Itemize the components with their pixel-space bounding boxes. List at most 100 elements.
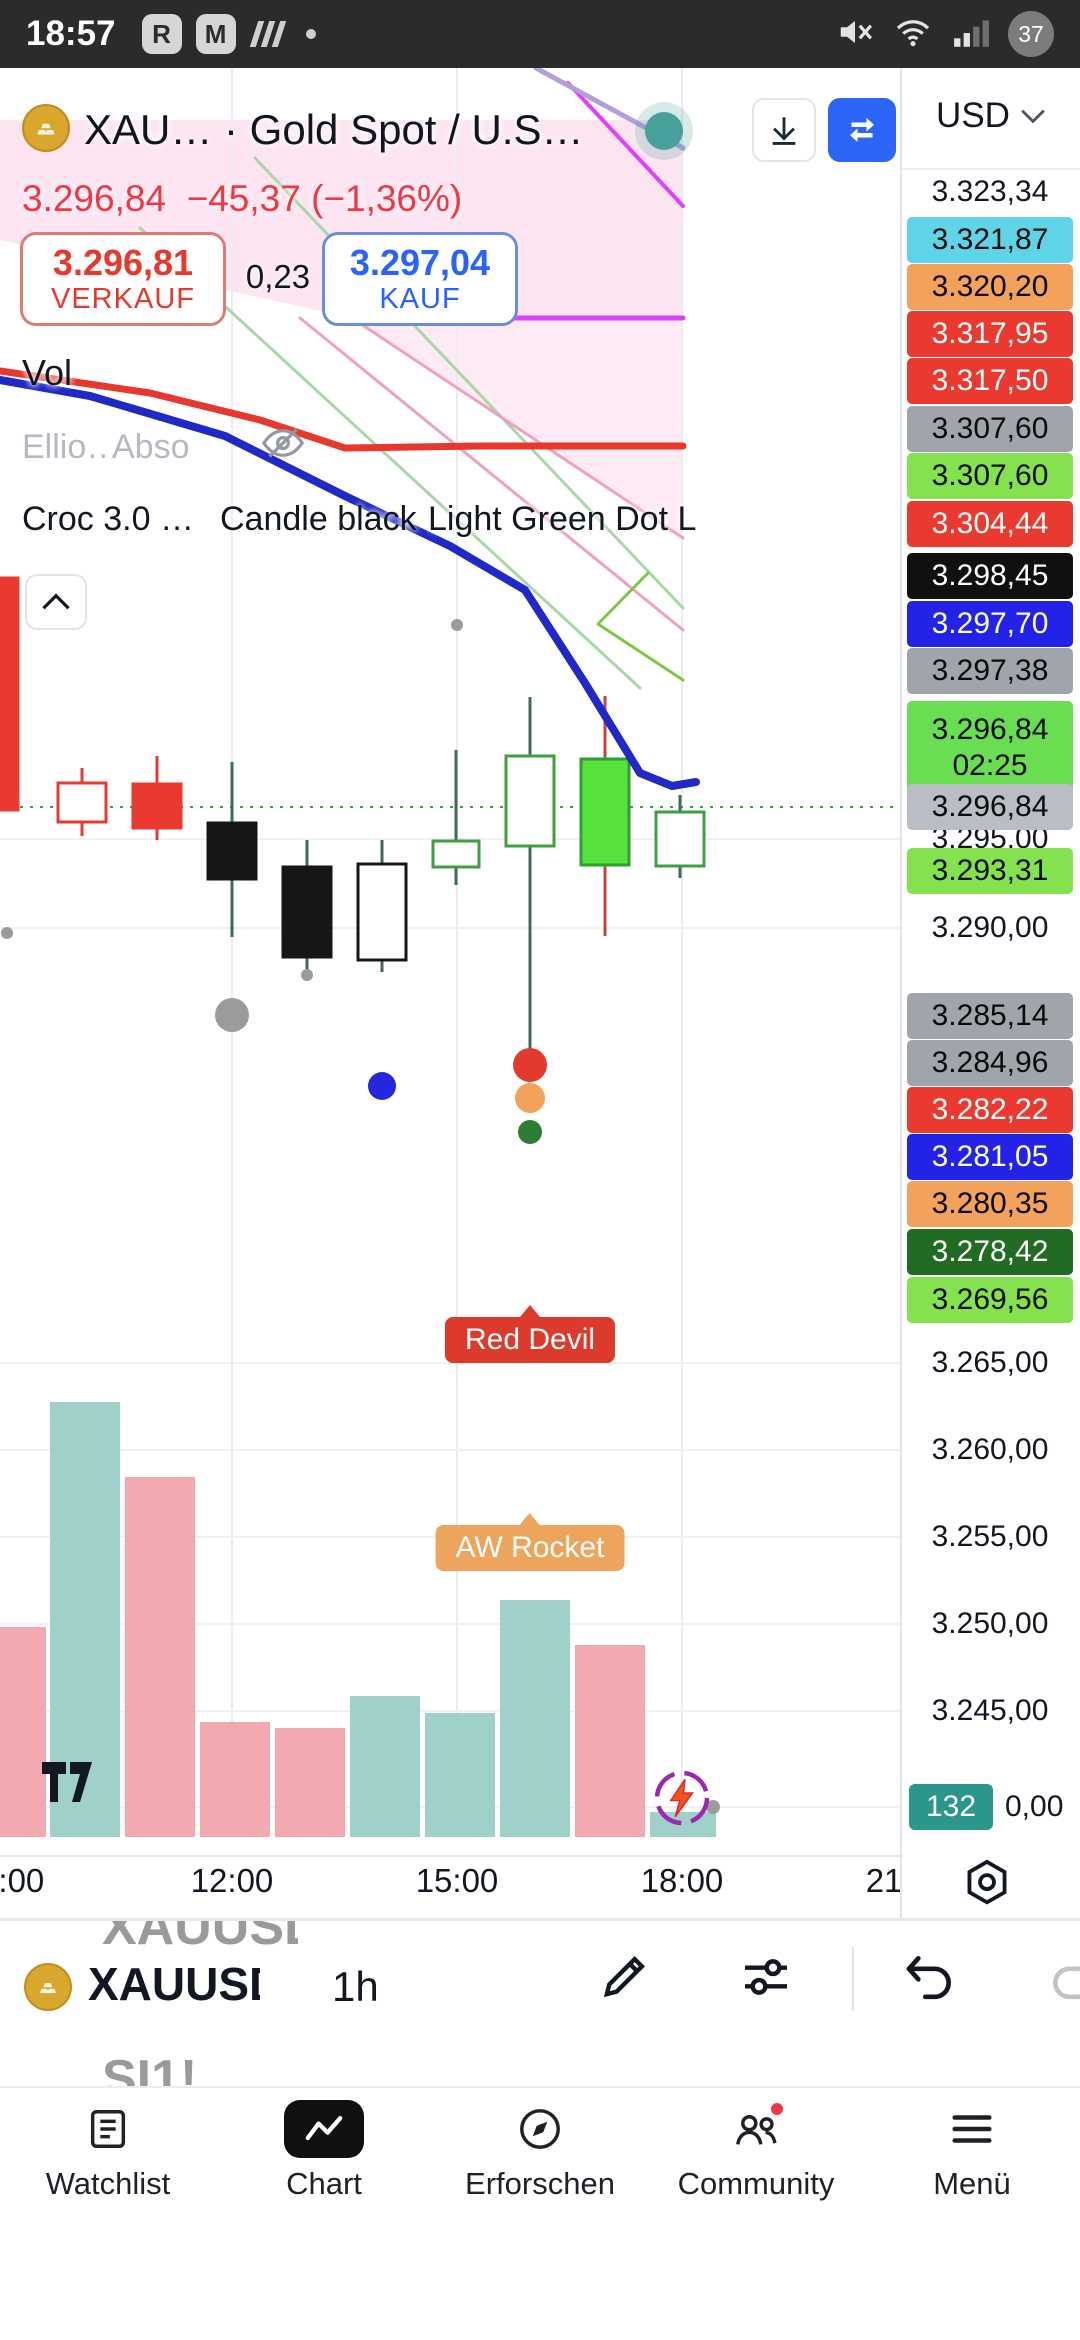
price-tick: 132 0,00 xyxy=(907,1784,1073,1830)
volume-count-badge: 132 xyxy=(909,1784,993,1830)
signal-dot xyxy=(368,1072,396,1100)
price-tick: 3.265,00 xyxy=(931,1346,1049,1379)
symbol-title[interactable]: XAU… · Gold Spot / U.S… xyxy=(84,106,584,153)
nav-chart-active[interactable]: Chart xyxy=(216,2088,432,2236)
legend-candle-black[interactable]: Candle black xyxy=(220,500,417,538)
boost-flash-icon[interactable] xyxy=(652,1768,712,1833)
signal-dot xyxy=(1,927,13,939)
redo-icon[interactable] xyxy=(1046,1949,1080,2010)
last-price: 3.296,84 xyxy=(22,178,167,219)
time-axis-label: 09:00 xyxy=(0,1862,45,1899)
indicator-settings-icon[interactable] xyxy=(738,1949,794,2010)
toolbar-divider xyxy=(852,1947,854,2011)
axis-settings-gear-icon[interactable] xyxy=(960,1856,1014,1915)
legend-indicator-1[interactable]: Ellio… xyxy=(22,428,121,466)
price-tick: 3.260,00 xyxy=(931,1433,1049,1466)
nav-community[interactable]: Community xyxy=(648,2088,864,2236)
pink-diag-2 xyxy=(298,316,685,632)
legend-croc[interactable]: Croc 3.0 … xyxy=(22,500,194,538)
collapse-legend-button[interactable] xyxy=(25,574,87,630)
price-scale[interactable]: USD 3.323,34 3.321,87 3.320,20 3.317,95 3.31… xyxy=(900,68,1080,1920)
price-chart[interactable] xyxy=(0,68,900,1920)
community-icon xyxy=(730,2100,786,2158)
notification-dot-icon xyxy=(305,29,316,39)
bottom-navigation: Watchlist Chart Erforschen Community xyxy=(0,2086,1080,2236)
nav-menu[interactable]: Menü xyxy=(864,2088,1080,2236)
notification-slashes-icon xyxy=(249,21,286,47)
red-devil-flag[interactable]: Red Devil xyxy=(444,1317,616,1363)
price-label: 3.293,31 xyxy=(907,848,1073,894)
chevron-down-icon xyxy=(1021,109,1045,124)
aw-rocket-flag[interactable]: AW Rocket xyxy=(435,1525,625,1571)
volume-bar xyxy=(575,1645,645,1837)
nav-explore[interactable]: Erforschen xyxy=(432,2088,648,2236)
candlestick xyxy=(131,782,183,830)
gold-symbol-icon xyxy=(22,104,70,152)
gold-symbol-icon-small xyxy=(24,1963,72,2011)
last-price-row: 3.296,84 −45,37 (−1,36%) xyxy=(22,178,462,220)
battery-indicator: 37 xyxy=(1008,11,1054,57)
volume-bar xyxy=(650,1812,716,1837)
signal-dot xyxy=(518,1120,542,1144)
section-divider xyxy=(0,1918,1080,1921)
price-label: 3.321,87 xyxy=(907,217,1073,263)
price-label: 3.307,60 xyxy=(907,406,1073,452)
sell-button[interactable]: 3.296,81 VERKAUF xyxy=(20,232,226,326)
price-tick: 3.250,00 xyxy=(931,1607,1049,1640)
symbol-toolbar: XAUUSD SI1! XAUUSD 1h xyxy=(0,1921,1080,2086)
price-label: 3.284,96 xyxy=(907,1040,1073,1086)
candlestick xyxy=(0,576,20,812)
currency-label: USD xyxy=(936,96,1010,135)
signal-dot xyxy=(513,1048,547,1082)
blue-ma xyxy=(0,376,700,790)
time-axis-label: 15:00 xyxy=(415,1862,499,1899)
refresh-button[interactable] xyxy=(828,98,896,162)
legend-indicator-2[interactable]: Abso xyxy=(112,428,190,466)
android-navigation-bar xyxy=(0,2236,1080,2340)
time-axis-label: 18:00 xyxy=(640,1862,724,1899)
nav-label: Erforschen xyxy=(465,2166,615,2201)
volume-bar xyxy=(275,1728,345,1837)
download-button[interactable] xyxy=(752,98,816,162)
nav-watchlist[interactable]: Watchlist xyxy=(0,2088,216,2236)
tradingview-logo[interactable] xyxy=(40,1756,116,1811)
chart-icon xyxy=(284,2100,364,2158)
price-label: 3.281,05 xyxy=(907,1134,1073,1180)
candlestick xyxy=(654,810,706,868)
candlestick xyxy=(206,821,258,881)
candlestick xyxy=(431,839,481,869)
gmail-icon: M xyxy=(195,14,236,54)
legend-light-green-dot[interactable]: Light Green Dot L xyxy=(428,500,697,538)
candlestick xyxy=(356,862,408,962)
watchlist-icon xyxy=(85,2100,131,2158)
nav-label: Menü xyxy=(933,2166,1011,2201)
compass-icon xyxy=(517,2100,563,2158)
buy-button[interactable]: 3.297,04 KAUF xyxy=(322,232,518,326)
draw-pencil-icon[interactable] xyxy=(596,1947,654,2010)
magenta-diag xyxy=(566,81,685,208)
interval-selector[interactable]: 1h xyxy=(332,1963,379,2010)
signal-dot xyxy=(706,1800,720,1814)
nav-label: Community xyxy=(677,2166,835,2201)
price-label: 3.282,22 xyxy=(907,1087,1073,1133)
volume-bar xyxy=(500,1600,570,1837)
eye-hidden-icon[interactable] xyxy=(258,420,308,471)
price-label: 3.280,35 xyxy=(907,1181,1073,1227)
buy-price: 3.297,04 xyxy=(349,241,491,283)
toolbar-symbol[interactable]: XAUUSD xyxy=(88,1958,260,2010)
green-diag-2 xyxy=(253,156,685,610)
mute-icon xyxy=(836,13,874,56)
legend-volume[interactable]: Vol xyxy=(22,352,73,393)
chevron-up-icon xyxy=(42,593,70,610)
time-axis-label: 12:00 xyxy=(190,1862,274,1899)
price-label: 3.269,56 xyxy=(907,1277,1073,1323)
sell-price: 3.296,81 xyxy=(52,241,194,283)
price-label: 3.285,14 xyxy=(907,993,1073,1039)
price-label: 3.296,84 02:25 xyxy=(907,701,1073,795)
volume-bar xyxy=(200,1722,270,1837)
sell-label: VERKAUF xyxy=(51,283,195,316)
undo-icon[interactable] xyxy=(902,1949,958,2010)
spread-value: 0,23 xyxy=(245,258,311,295)
currency-selector[interactable]: USD xyxy=(902,96,1080,136)
price-label: 3.278,42 xyxy=(907,1229,1073,1275)
